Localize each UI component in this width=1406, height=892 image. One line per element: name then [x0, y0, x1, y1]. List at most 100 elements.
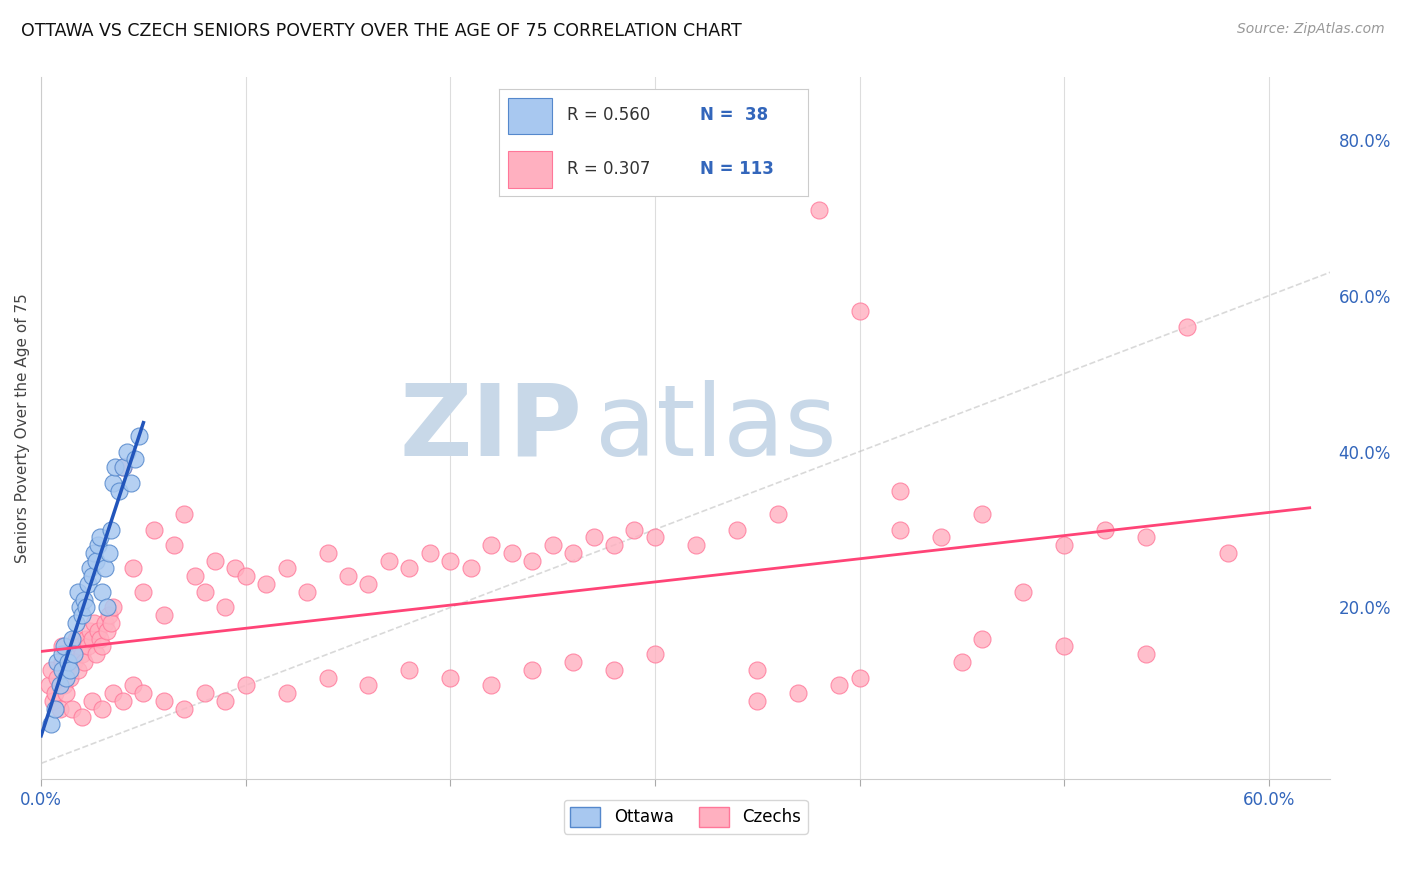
Point: [1175, 319, 1198, 334]
Point: [51, 647, 73, 661]
Point: [950, 655, 973, 669]
Point: [38, 678, 60, 692]
Point: [479, 678, 502, 692]
Point: [63, 655, 86, 669]
Point: [194, 585, 217, 599]
Point: [889, 523, 911, 537]
Point: [87, 538, 110, 552]
Point: [101, 600, 124, 615]
Point: [60, 647, 83, 661]
Point: [1012, 585, 1035, 599]
Point: [173, 507, 195, 521]
Point: [132, 585, 155, 599]
Text: Source: ZipAtlas.com: Source: ZipAtlas.com: [1237, 22, 1385, 37]
Point: [124, 452, 146, 467]
Point: [60, 632, 83, 646]
Point: [52, 678, 75, 692]
Text: R = 0.307: R = 0.307: [567, 160, 651, 178]
Point: [59, 663, 82, 677]
Text: ZIP: ZIP: [399, 380, 582, 476]
Point: [122, 561, 145, 575]
Point: [70, 709, 93, 723]
Point: [51, 663, 73, 677]
Point: [75, 632, 97, 646]
Point: [93, 615, 115, 630]
Point: [52, 640, 75, 654]
Point: [1094, 523, 1116, 537]
Point: [86, 554, 108, 568]
Point: [398, 663, 420, 677]
Point: [60, 702, 83, 716]
Point: [194, 686, 217, 700]
Point: [97, 546, 120, 560]
Point: [100, 615, 122, 630]
Point: [41, 717, 63, 731]
Point: [316, 546, 339, 560]
Point: [357, 577, 380, 591]
Point: [644, 530, 666, 544]
Point: [59, 671, 82, 685]
Point: [69, 600, 91, 615]
Point: [1216, 546, 1239, 560]
Point: [419, 546, 441, 560]
Point: [562, 655, 585, 669]
Point: [562, 546, 585, 560]
Point: [747, 694, 769, 708]
Point: [82, 632, 104, 646]
Point: [644, 647, 666, 661]
Point: [51, 640, 73, 654]
Point: [89, 530, 111, 544]
Point: [725, 523, 748, 537]
Point: [603, 663, 626, 677]
Point: [357, 678, 380, 692]
Point: [83, 615, 105, 630]
Point: [501, 546, 523, 560]
Point: [83, 546, 105, 560]
Point: [87, 624, 110, 638]
Point: [51, 655, 73, 669]
Point: [65, 632, 87, 646]
Point: [66, 663, 89, 677]
Point: [1053, 538, 1076, 552]
Point: [46, 655, 69, 669]
Point: [79, 561, 101, 575]
Point: [235, 569, 257, 583]
Point: [96, 600, 118, 615]
Point: [70, 608, 93, 623]
Point: [1135, 647, 1157, 661]
Point: [848, 671, 870, 685]
Bar: [509, 98, 551, 134]
Point: [828, 678, 851, 692]
Point: [153, 608, 176, 623]
Point: [972, 507, 994, 521]
Point: [44, 702, 66, 716]
Point: [55, 671, 77, 685]
Point: [75, 600, 97, 615]
Point: [254, 577, 277, 591]
Point: [97, 608, 120, 623]
Point: [142, 523, 165, 537]
Point: [42, 694, 65, 708]
Point: [214, 694, 236, 708]
Point: [108, 483, 131, 498]
Point: [1135, 530, 1157, 544]
Point: [685, 538, 707, 552]
Point: [65, 615, 87, 630]
Point: [479, 538, 502, 552]
Point: [747, 663, 769, 677]
Point: [70, 647, 93, 661]
Point: [398, 561, 420, 575]
Legend: Ottawa, Czechs: Ottawa, Czechs: [564, 800, 807, 834]
Point: [153, 694, 176, 708]
Point: [46, 671, 69, 685]
Point: [439, 671, 461, 685]
Point: [86, 647, 108, 661]
Point: [173, 702, 195, 716]
Point: [73, 592, 96, 607]
Bar: [509, 152, 551, 187]
Point: [848, 304, 870, 318]
Point: [91, 702, 114, 716]
Point: [276, 686, 298, 700]
Point: [522, 554, 544, 568]
Point: [73, 655, 96, 669]
